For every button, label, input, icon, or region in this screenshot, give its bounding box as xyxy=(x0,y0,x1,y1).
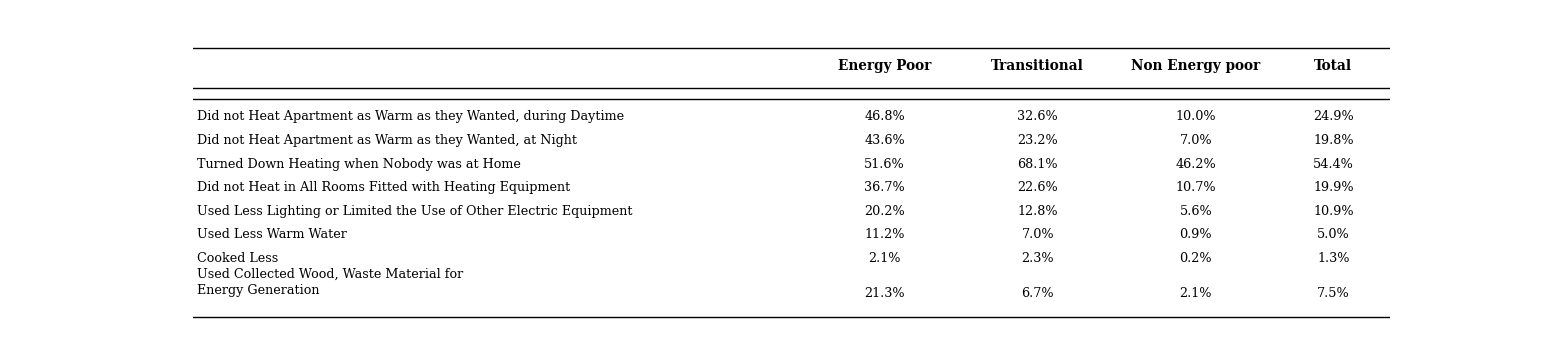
Text: Non Energy poor: Non Energy poor xyxy=(1132,59,1260,73)
Text: 2.1%: 2.1% xyxy=(1180,287,1212,300)
Text: 22.6%: 22.6% xyxy=(1017,181,1058,194)
Text: 7.0%: 7.0% xyxy=(1180,134,1212,147)
Text: 1.3%: 1.3% xyxy=(1317,252,1349,265)
Text: Used Collected Wood, Waste Material for
Energy Generation: Used Collected Wood, Waste Material for … xyxy=(196,268,463,297)
Text: 23.2%: 23.2% xyxy=(1017,134,1058,147)
Text: 2.3%: 2.3% xyxy=(1022,252,1055,265)
Text: 21.3%: 21.3% xyxy=(865,287,905,300)
Text: 12.8%: 12.8% xyxy=(1017,205,1058,218)
Text: Did not Heat in All Rooms Fitted with Heating Equipment: Did not Heat in All Rooms Fitted with He… xyxy=(196,181,570,194)
Text: 6.7%: 6.7% xyxy=(1022,287,1055,300)
Text: 0.9%: 0.9% xyxy=(1180,228,1212,241)
Text: 5.6%: 5.6% xyxy=(1180,205,1212,218)
Text: 54.4%: 54.4% xyxy=(1312,158,1354,171)
Text: Used Less Warm Water: Used Less Warm Water xyxy=(196,228,346,241)
Text: Did not Heat Apartment as Warm as they Wanted, during Daytime: Did not Heat Apartment as Warm as they W… xyxy=(196,110,624,123)
Text: Turned Down Heating when Nobody was at Home: Turned Down Heating when Nobody was at H… xyxy=(196,158,520,171)
Text: 24.9%: 24.9% xyxy=(1312,110,1354,123)
Text: 2.1%: 2.1% xyxy=(868,252,900,265)
Text: 19.9%: 19.9% xyxy=(1312,181,1354,194)
Text: 0.2%: 0.2% xyxy=(1180,252,1212,265)
Text: Cooked Less: Cooked Less xyxy=(196,252,278,265)
Text: 32.6%: 32.6% xyxy=(1017,110,1058,123)
Text: 7.0%: 7.0% xyxy=(1022,228,1055,241)
Text: 43.6%: 43.6% xyxy=(865,134,905,147)
Text: 10.0%: 10.0% xyxy=(1175,110,1217,123)
Text: 10.9%: 10.9% xyxy=(1312,205,1354,218)
Text: Used Less Lighting or Limited the Use of Other Electric Equipment: Used Less Lighting or Limited the Use of… xyxy=(196,205,631,218)
Text: Did not Heat Apartment as Warm as they Wanted, at Night: Did not Heat Apartment as Warm as they W… xyxy=(196,134,576,147)
Text: 7.5%: 7.5% xyxy=(1317,287,1349,300)
Text: Transitional: Transitional xyxy=(991,59,1084,73)
Text: 19.8%: 19.8% xyxy=(1312,134,1354,147)
Text: 10.7%: 10.7% xyxy=(1175,181,1217,194)
Text: 51.6%: 51.6% xyxy=(865,158,905,171)
Text: 46.2%: 46.2% xyxy=(1175,158,1217,171)
Text: 46.8%: 46.8% xyxy=(865,110,905,123)
Text: 5.0%: 5.0% xyxy=(1317,228,1349,241)
Text: Energy Poor: Energy Poor xyxy=(838,59,931,73)
Text: 20.2%: 20.2% xyxy=(865,205,905,218)
Text: 36.7%: 36.7% xyxy=(865,181,905,194)
Text: 68.1%: 68.1% xyxy=(1017,158,1058,171)
Text: 11.2%: 11.2% xyxy=(865,228,905,241)
Text: Total: Total xyxy=(1314,59,1353,73)
